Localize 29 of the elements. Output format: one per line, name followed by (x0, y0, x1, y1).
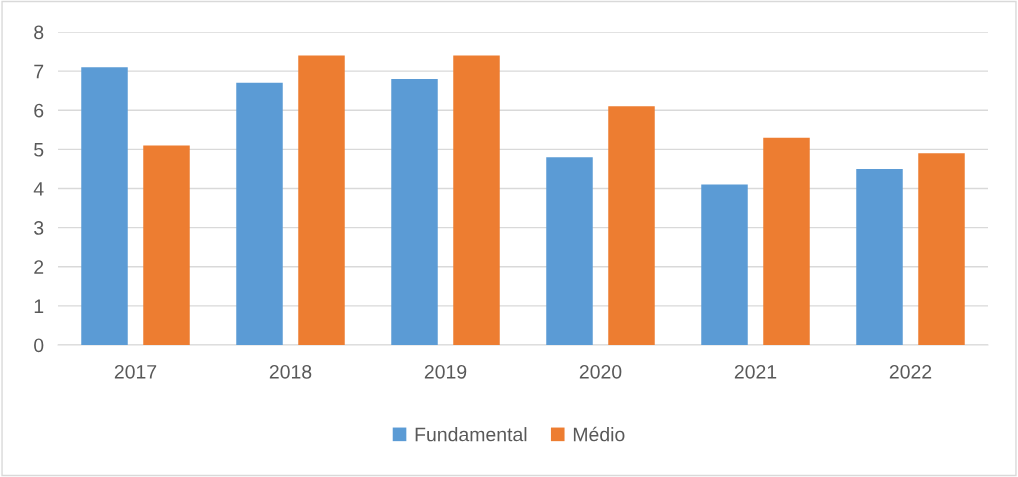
bar (143, 145, 190, 345)
y-tick-label: 3 (34, 221, 44, 235)
bar (453, 55, 500, 345)
bar (856, 168, 903, 345)
bar (236, 82, 283, 345)
bar (701, 184, 748, 345)
bar (546, 157, 593, 345)
x-tick-label: 2019 (424, 364, 467, 379)
x-tick-label: 2021 (734, 364, 777, 379)
y-tick-label: 6 (34, 103, 44, 118)
bar (918, 153, 965, 345)
bar (298, 55, 345, 345)
y-tick-label: 0 (34, 338, 44, 353)
y-tick-label: 4 (33, 182, 44, 196)
x-tick-label: 2022 (889, 364, 932, 379)
bar (763, 137, 810, 345)
legend-label: Médio (573, 426, 625, 442)
x-tick-label: 2018 (269, 364, 312, 379)
y-tick-label: 5 (34, 143, 44, 157)
bar (608, 106, 655, 345)
x-tick-label: 2017 (114, 364, 157, 379)
bar (81, 67, 128, 345)
legend-label: Fundamental (415, 427, 527, 442)
x-tick-label: 2020 (579, 364, 622, 379)
y-tick-label: 2 (34, 260, 44, 274)
y-tick-label: 8 (34, 25, 44, 40)
y-tick-label: 1 (34, 299, 44, 313)
bar (391, 78, 438, 345)
y-tick-label: 7 (34, 64, 44, 79)
